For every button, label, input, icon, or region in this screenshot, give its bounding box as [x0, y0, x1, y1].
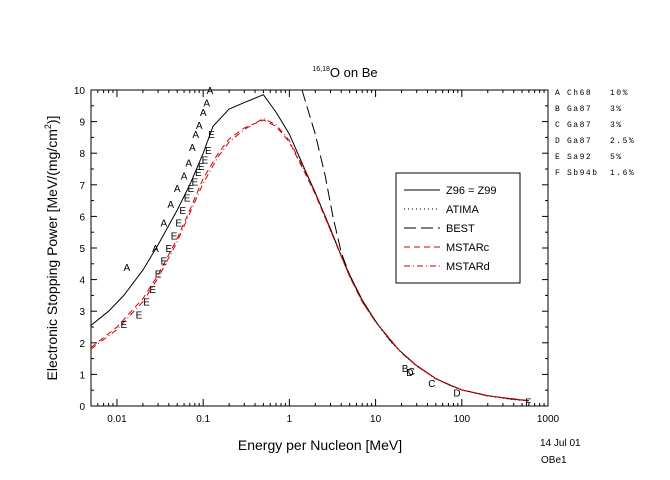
data-marker: A [152, 244, 159, 255]
y-tick-label: 4 [79, 276, 85, 287]
data-marker: E [155, 269, 162, 280]
data-marker: E [136, 310, 143, 321]
data-marker: D [406, 368, 413, 379]
data-marker: E [120, 320, 127, 331]
data-marker: C [428, 379, 435, 390]
data-marker: E [184, 193, 191, 204]
y-tick-label: 0 [79, 402, 85, 413]
x-tick-label: 100 [453, 414, 470, 425]
series-line-best [301, 89, 377, 322]
data-marker: E [188, 184, 195, 195]
data-marker: E [166, 244, 173, 255]
data-marker: E [198, 162, 205, 173]
reference-source: Ga87 [567, 105, 592, 114]
y-tick-label: 9 [79, 118, 85, 129]
data-marker: E [195, 168, 202, 179]
legend-label: Z96 = Z99 [446, 185, 496, 197]
legend-label: ATIMA [446, 204, 479, 216]
file-note: OBe1 [541, 455, 567, 466]
reference-key: D [555, 137, 560, 146]
x-axis-label: Energy per Nucleon [MeV] [238, 437, 402, 453]
chart-title: 16,18O on Be [312, 65, 377, 80]
y-tick-label: 5 [79, 244, 85, 255]
data-marker: D [453, 389, 460, 400]
series-line-mstarc [90, 119, 529, 402]
y-tick-label: 3 [79, 307, 85, 318]
x-tick-label: 1 [287, 414, 293, 425]
data-marker: E [179, 206, 186, 217]
chart-title-main: O on Be [330, 65, 378, 80]
legend-label: BEST [446, 223, 475, 235]
reference-uncertainty: 10% [610, 89, 629, 98]
data-marker: A [192, 130, 199, 141]
y-axis-label-end: )] [44, 116, 60, 125]
x-tick-label: 0.01 [107, 414, 127, 425]
data-marker: A [207, 86, 214, 97]
data-marker: A [196, 121, 203, 132]
data-marker: E [208, 130, 215, 141]
axis-ticks: 0 1 2 3 4 5 6 7 8 9 10 0.01 0.1 1 10 100 1000 [74, 86, 560, 425]
reference-key: F [555, 169, 560, 178]
legend: Z96 = Z99 ATIMA BEST MSTARc MSTARd [395, 172, 521, 284]
reference-source: Ga87 [567, 121, 592, 130]
legend-label: MSTARd [446, 261, 490, 273]
y-tick-label: 6 [79, 212, 85, 223]
data-marker: E [143, 298, 150, 309]
data-marker: E [205, 146, 212, 157]
series-line-mstard [90, 117, 529, 402]
reference-source: Ga87 [567, 137, 592, 146]
data-marker: E [191, 178, 198, 189]
data-marker: A [181, 171, 188, 182]
y-tick-label: 2 [79, 339, 85, 350]
data-marker: A [174, 184, 181, 195]
data-marker: E [175, 219, 182, 230]
y-axis-label-superscript: 2 [43, 124, 53, 129]
reference-source: Sa92 [567, 153, 592, 162]
y-tick-label: 7 [79, 181, 85, 192]
data-marker: A [203, 99, 210, 110]
x-tick-label: 0.1 [196, 414, 210, 425]
y-axis-label: Electronic Stopping Power [MeV/(mg/cm2)] [43, 116, 60, 381]
reference-key: A [555, 89, 560, 98]
y-tick-label: 10 [74, 86, 86, 97]
reference-key: B [555, 105, 560, 114]
y-tick-label: 1 [79, 370, 85, 381]
reference-uncertainty: 5% [610, 153, 623, 162]
reference-key: C [555, 121, 560, 130]
reference-uncertainty: 3% [610, 121, 623, 130]
data-marker: F [525, 398, 531, 409]
y-tick-label: 8 [79, 149, 85, 160]
data-marker: A [167, 200, 174, 211]
data-marker: A [189, 143, 196, 154]
data-marker: E [161, 257, 168, 268]
series-lines [90, 89, 529, 402]
data-marker: E [202, 156, 209, 167]
reference-source: Ch68 [567, 89, 592, 98]
legend-box [395, 172, 521, 284]
data-marker: E [149, 285, 156, 296]
data-marker: A [123, 263, 130, 274]
date-note: 14 Jul 01 [540, 438, 581, 449]
chart-title-superscript: 16,18 [312, 66, 330, 73]
y-axis-label-main: Electronic Stopping Power [MeV/(mg/cm [44, 129, 60, 380]
reference-list: A Ch68 10% B Ga87 3% C Ga87 3% D Ga87 2.5% E Sa92 5% F S… [555, 89, 635, 178]
data-marker: A [185, 159, 192, 170]
reference-uncertainty: 1.6% [610, 169, 635, 178]
legend-label: MSTARc [446, 242, 490, 254]
reference-key: E [555, 153, 560, 162]
x-tick-label: 10 [370, 414, 382, 425]
data-marker: A [161, 219, 168, 230]
data-marker: E [171, 231, 178, 242]
data-marker: B [402, 364, 409, 375]
x-tick-label: 1000 [537, 414, 560, 425]
reference-source: Sb94b [567, 169, 599, 178]
data-marker: A [200, 108, 207, 119]
reference-uncertainty: 3% [610, 105, 623, 114]
reference-uncertainty: 2.5% [610, 137, 635, 146]
data-marker: C [408, 367, 415, 378]
